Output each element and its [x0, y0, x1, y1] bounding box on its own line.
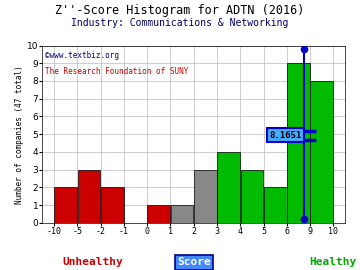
Y-axis label: Number of companies (47 total): Number of companies (47 total) — [15, 65, 24, 204]
Text: 8.1651: 8.1651 — [270, 131, 302, 140]
Bar — [171, 205, 193, 223]
Bar — [101, 187, 124, 223]
Bar — [240, 170, 263, 223]
Bar — [194, 170, 217, 223]
Text: Score: Score — [177, 257, 211, 267]
Text: Unhealthy: Unhealthy — [63, 257, 123, 267]
Text: ©www.textbiz.org: ©www.textbiz.org — [45, 51, 120, 60]
Bar — [264, 187, 287, 223]
Text: Industry: Communications & Networking: Industry: Communications & Networking — [71, 18, 289, 28]
Text: Z''-Score Histogram for ADTN (2016): Z''-Score Histogram for ADTN (2016) — [55, 4, 305, 17]
Text: Healthy: Healthy — [309, 257, 356, 267]
Bar — [217, 152, 240, 223]
Bar — [54, 187, 77, 223]
Bar — [310, 81, 333, 223]
Bar — [287, 63, 310, 223]
Text: The Research Foundation of SUNY: The Research Foundation of SUNY — [45, 67, 189, 76]
Bar — [147, 205, 170, 223]
Bar — [78, 170, 100, 223]
